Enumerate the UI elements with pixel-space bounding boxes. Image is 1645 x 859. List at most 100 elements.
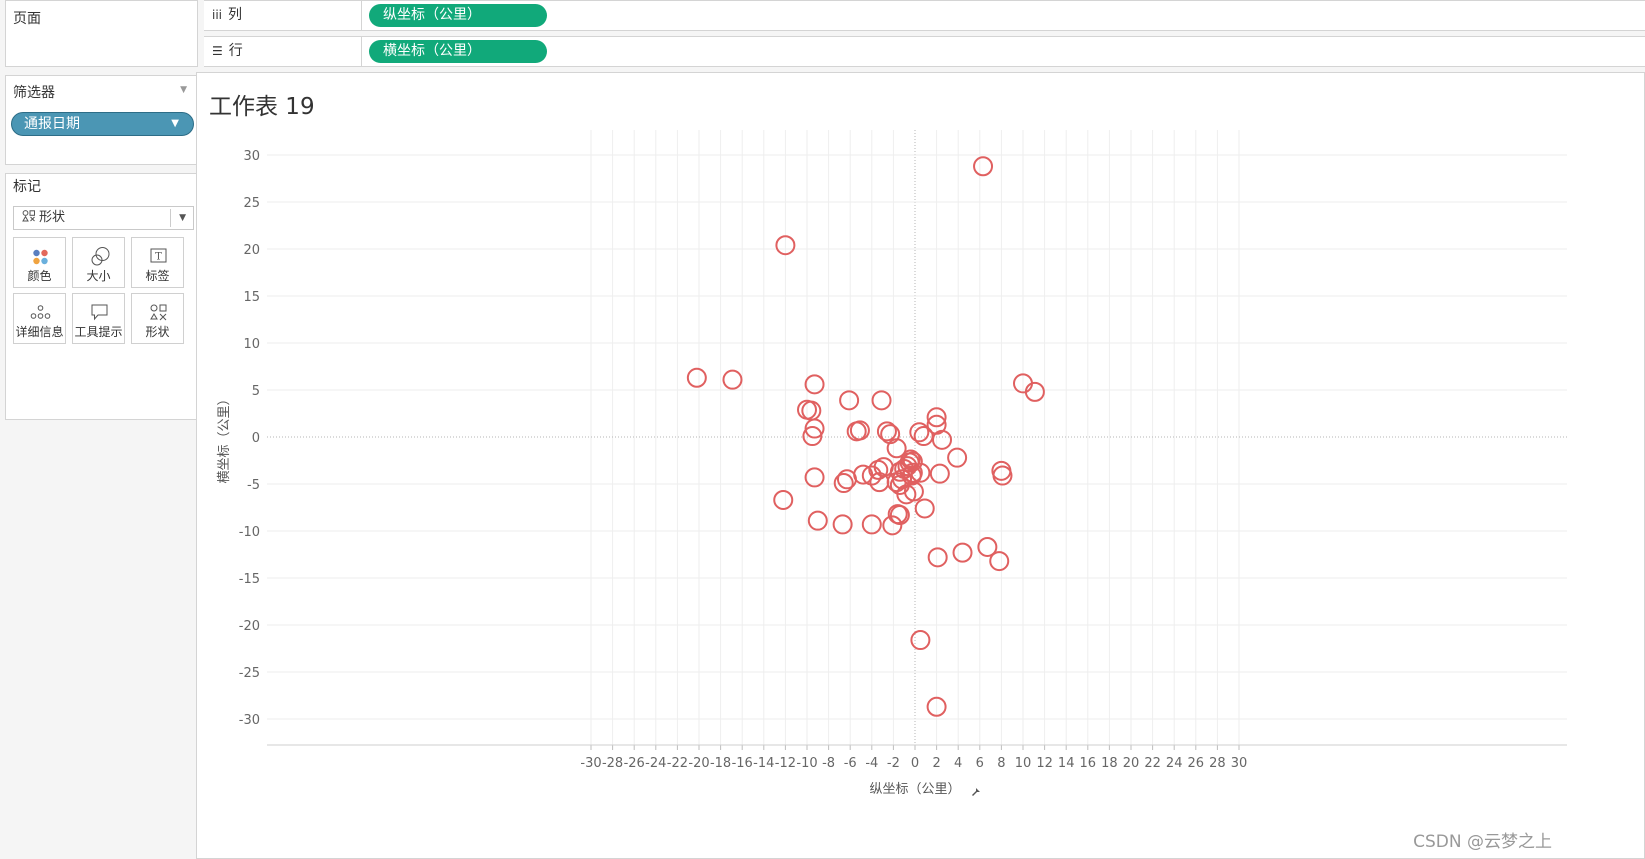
scatter-chart: -30 -28 -26 -24 -22 -20 -18 -16 -14 -12 -10 -8 -6 -4-… — [217, 130, 1567, 797]
data-point — [804, 374, 825, 395]
data-point — [849, 420, 870, 441]
sheet-title: 工作表 19 — [209, 94, 315, 120]
data-point — [802, 426, 823, 447]
y-tick-label: 30 — [243, 149, 260, 164]
shape-button-label: 形状 — [145, 325, 170, 339]
data-point — [889, 461, 910, 482]
x-tick-label: -22 — [667, 756, 688, 771]
detail-button[interactable]: 详细信息 — [13, 293, 66, 344]
data-point — [909, 422, 930, 443]
tooltip-button[interactable]: 工具提示 — [72, 293, 125, 344]
y-tick-label: 10 — [243, 337, 260, 352]
x-tick-label: 6 — [976, 756, 984, 771]
data-point — [686, 367, 707, 388]
data-point — [947, 447, 968, 468]
filters-panel[interactable]: 筛选器 ▼ 通报日期 ▼ — [5, 75, 198, 165]
x-tick-label: 16 — [1080, 756, 1097, 771]
data-point — [804, 467, 825, 488]
columns-shelf[interactable]: iii 列 纵坐标（公里） — [204, 0, 1645, 31]
y-tick-label: -25 — [239, 666, 260, 681]
marks-title: 标记 — [13, 179, 41, 195]
pin-icon[interactable] — [972, 786, 980, 796]
x-tick-label: 8 — [997, 756, 1005, 771]
label-button-label: 标签 — [145, 269, 170, 283]
x-tick-label: -6 — [844, 756, 857, 771]
label-icon: T — [150, 248, 167, 263]
data-point — [861, 465, 882, 486]
filters-menu-arrow-icon[interactable]: ▼ — [180, 85, 187, 95]
data-point — [914, 498, 935, 519]
data-point — [886, 438, 907, 459]
label-button[interactable]: T 标签 — [131, 237, 184, 288]
shape-button[interactable]: 形状 — [131, 293, 184, 344]
data-point — [952, 542, 973, 563]
color-button-label: 颜色 — [27, 269, 52, 283]
detail-icon — [30, 305, 51, 319]
pages-panel[interactable]: 页面 — [5, 0, 198, 67]
data-point — [833, 473, 854, 494]
data-point — [832, 514, 853, 535]
x-tick-label: 14 — [1058, 756, 1075, 771]
data-point — [910, 462, 931, 483]
x-tick-label: -30 — [580, 756, 601, 771]
y-tick-label: 5 — [252, 384, 260, 399]
x-tick-label: -14 — [753, 756, 774, 771]
size-button[interactable]: 大小 — [72, 237, 125, 288]
data-point — [804, 418, 825, 439]
columns-icon: iii — [212, 8, 223, 22]
x-tick-label: -24 — [645, 756, 666, 771]
x-tick-label: -26 — [624, 756, 645, 771]
data-point — [889, 505, 910, 526]
rows-shelf-label: ☰ 行 — [204, 37, 362, 66]
detail-button-label: 详细信息 — [15, 325, 64, 339]
mark-type-dropdown[interactable]: 形状 ▼ — [13, 206, 194, 230]
x-tick-label: -8 — [822, 756, 835, 771]
watermark: CSDN @云梦之上 — [1413, 832, 1552, 852]
x-tick-label: 22 — [1144, 756, 1161, 771]
x-tick-label: 12 — [1036, 756, 1053, 771]
mark-type-label: 形状 — [39, 210, 66, 225]
rows-pill[interactable]: 横坐标（公里） — [369, 40, 547, 63]
y-tick-label: 15 — [243, 290, 260, 305]
y-tick-label: -15 — [239, 572, 260, 587]
data-point — [929, 463, 950, 484]
data-point — [722, 369, 743, 390]
x-tick-label: -16 — [732, 756, 753, 771]
shape-icon — [150, 304, 167, 321]
svg-text:T: T — [155, 252, 162, 263]
x-tick-label: 30 — [1231, 756, 1248, 771]
data-point — [926, 407, 947, 428]
data-point — [932, 429, 952, 450]
data-point — [775, 235, 796, 256]
data-point — [927, 547, 948, 568]
data-point — [861, 514, 882, 535]
x-tick-label: 2 — [932, 756, 940, 771]
color-button[interactable]: 颜色 — [13, 237, 66, 288]
rows-shelf[interactable]: ☰ 行 横坐标（公里） — [204, 36, 1645, 67]
x-tick-label: -12 — [775, 756, 796, 771]
y-tick-label: -30 — [239, 713, 260, 728]
x-tick-label: -4 — [865, 756, 878, 771]
y-tick-label: -10 — [239, 525, 260, 540]
x-axis-label: 纵坐标（公里） — [869, 782, 960, 797]
x-tick-label: -28 — [602, 756, 623, 771]
x-tick-label: -20 — [688, 756, 709, 771]
size-icon — [91, 247, 110, 266]
chevron-down-icon[interactable]: ▼ — [179, 213, 186, 223]
data-point — [977, 536, 998, 557]
data-point — [807, 510, 828, 531]
data-point — [839, 390, 860, 411]
x-tick-label: -10 — [796, 756, 817, 771]
y-tick-label: 20 — [243, 243, 260, 258]
data-point — [876, 421, 897, 442]
data-point — [903, 481, 924, 502]
data-point — [1024, 381, 1045, 402]
columns-pill[interactable]: 纵坐标（公里） — [369, 4, 547, 27]
chevron-down-icon[interactable]: ▼ — [171, 118, 179, 129]
tooltip-icon — [91, 304, 108, 321]
y-tick-label: -20 — [239, 619, 260, 634]
x-tick-label: -2 — [887, 756, 900, 771]
data-point — [926, 696, 947, 717]
filter-pill-report-date[interactable]: 通报日期 ▼ — [11, 112, 194, 136]
filters-title: 筛选器 — [13, 85, 55, 101]
